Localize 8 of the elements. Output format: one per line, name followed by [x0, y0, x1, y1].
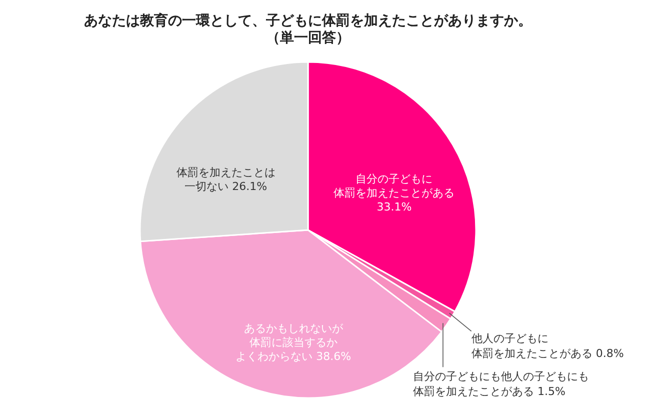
slice-label: 他人の子どもに体罰を加えたことがある 0.8%: [471, 332, 624, 360]
slice-label: 自分の子どもに体罰を加えたことがある: [334, 172, 455, 200]
chart-title: あなたは教育の一環として、子どもに体罰を加えたことがありますか。: [84, 12, 532, 29]
slice-label: 自分の子どもにも他人の子どもにも体罰を加えたことがある 1.5%: [412, 370, 589, 398]
slice-label: 体罰を加えたことは一切ない 26.1%: [176, 166, 276, 193]
chart-subtitle: （単一回答）: [266, 30, 350, 46]
data-label: 33.1%: [376, 200, 412, 214]
slice-label: あるかもしれないが体罰に該当するかよくわからない 38.6%: [236, 322, 352, 363]
